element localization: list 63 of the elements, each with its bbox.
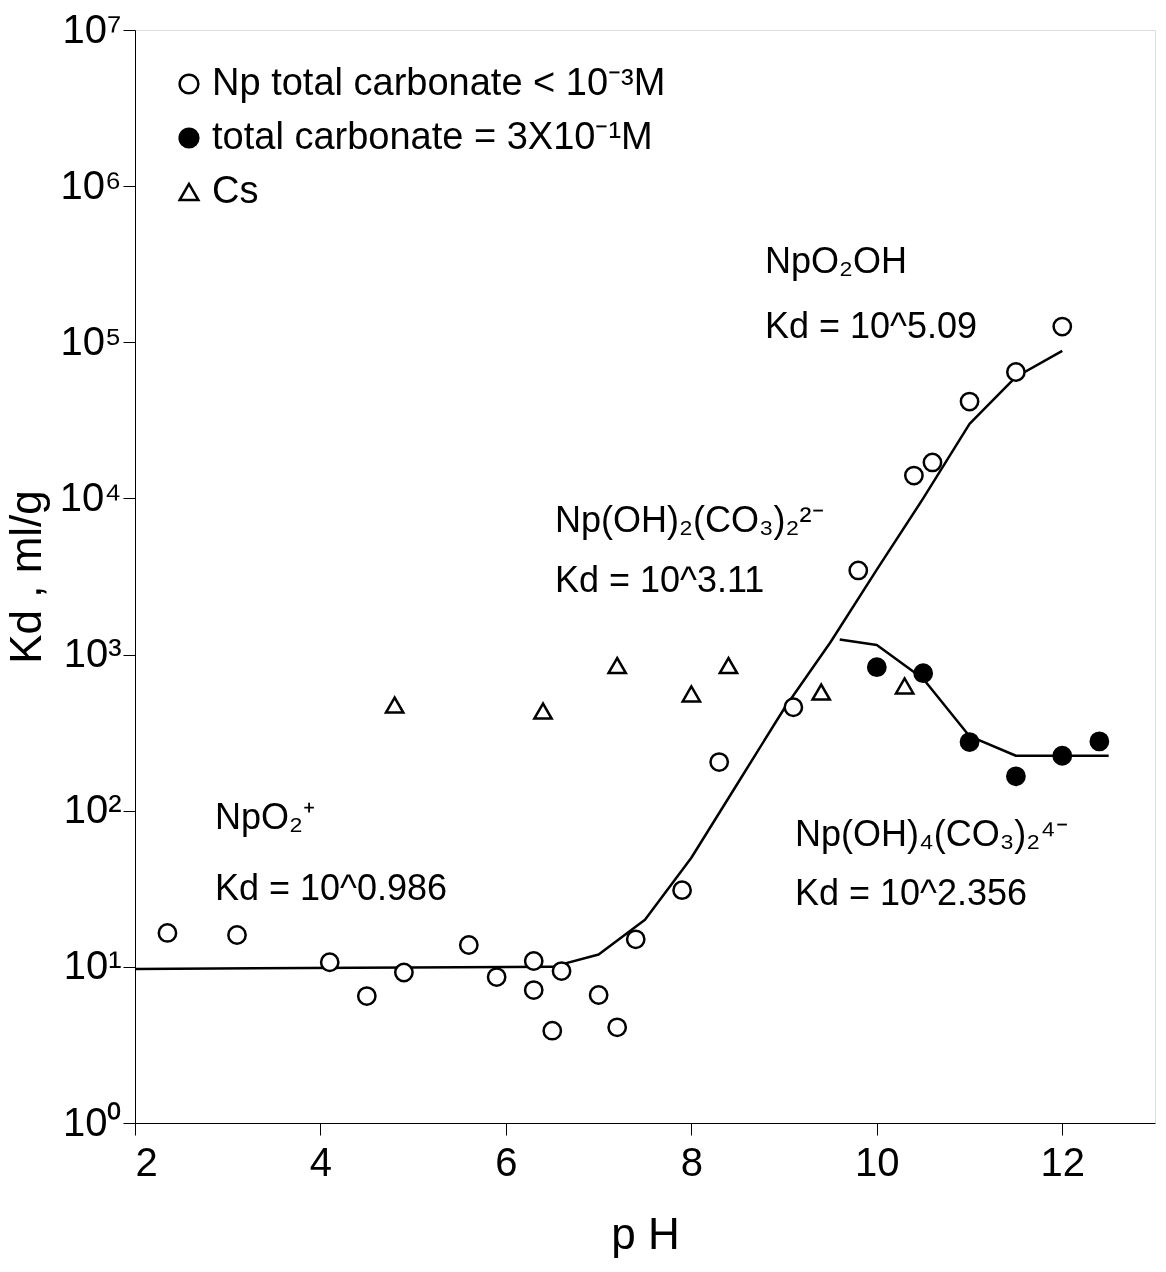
y-axis-title: Kd , ml/g: [0, 490, 50, 664]
point: [1006, 362, 1026, 382]
y-tick-label: 10⁰: [63, 1099, 122, 1144]
point: [607, 1017, 628, 1038]
x-tick-label: 12: [1040, 1139, 1086, 1184]
point: [523, 951, 544, 971]
x-tick-label: 10: [855, 1139, 900, 1184]
y-tick-label: 10⁴: [59, 474, 122, 519]
point: [458, 935, 479, 955]
point: [783, 697, 804, 718]
y-tick-label: 10⁵: [60, 318, 122, 363]
point: [227, 925, 247, 945]
x-tick-label: 6: [495, 1139, 518, 1184]
x-tick-label: 4: [309, 1139, 333, 1184]
point: [922, 452, 943, 473]
point: [1006, 766, 1026, 787]
point: [904, 465, 924, 486]
point: [384, 696, 405, 714]
x-axis-title: p H: [611, 1208, 680, 1258]
legend-label: Cs: [212, 169, 259, 211]
point: [672, 880, 692, 901]
point: [913, 663, 934, 684]
point: [894, 677, 915, 695]
point: [533, 702, 553, 720]
point: [356, 986, 377, 1006]
point: [959, 391, 980, 412]
point: [394, 962, 414, 983]
x-tick-label: 2: [135, 1139, 158, 1184]
legend-label: total carbonate = 3X10⁻¹M: [212, 115, 653, 157]
y-tick-label: 10¹: [63, 943, 122, 988]
point: [588, 985, 609, 1005]
point: [959, 732, 980, 753]
point: [607, 656, 628, 675]
annotation: NpO₂⁺: [215, 796, 315, 838]
point: [551, 961, 572, 981]
y-tick-label: 10³: [63, 631, 122, 676]
annotation: Kd = 10^5.09: [765, 305, 978, 346]
y-tick-label: 10⁶: [60, 162, 122, 207]
point: [1052, 316, 1073, 337]
legend-label: Np total carbonate < 10⁻³M: [212, 61, 666, 103]
y-tick-label: 10⁷: [62, 6, 122, 51]
point: [1089, 731, 1110, 752]
annotation: Kd = 10^0.986: [215, 866, 448, 908]
point: [718, 656, 739, 675]
point: [709, 752, 730, 772]
point: [625, 929, 646, 950]
point: [848, 560, 869, 581]
annotation: Np(OH)₂(CO₃)₂²⁻: [555, 499, 824, 541]
point: [866, 657, 887, 678]
point: [486, 967, 507, 987]
annotation: Kd = 10^3.11: [555, 558, 765, 600]
annotation: Kd = 10^2.356: [795, 872, 1028, 913]
point: [1052, 745, 1073, 766]
annotation: Np(OH)₄(CO₃)₂⁴⁻: [795, 812, 1068, 854]
point: [157, 923, 178, 943]
y-tick-label: 10²: [63, 787, 122, 832]
point: [811, 683, 832, 701]
annotation: NpO₂OH: [765, 240, 907, 282]
point: [681, 685, 702, 703]
point: [542, 1020, 563, 1041]
point: [319, 952, 340, 973]
point: [523, 980, 544, 1000]
x-tick-label: 8: [680, 1139, 703, 1184]
